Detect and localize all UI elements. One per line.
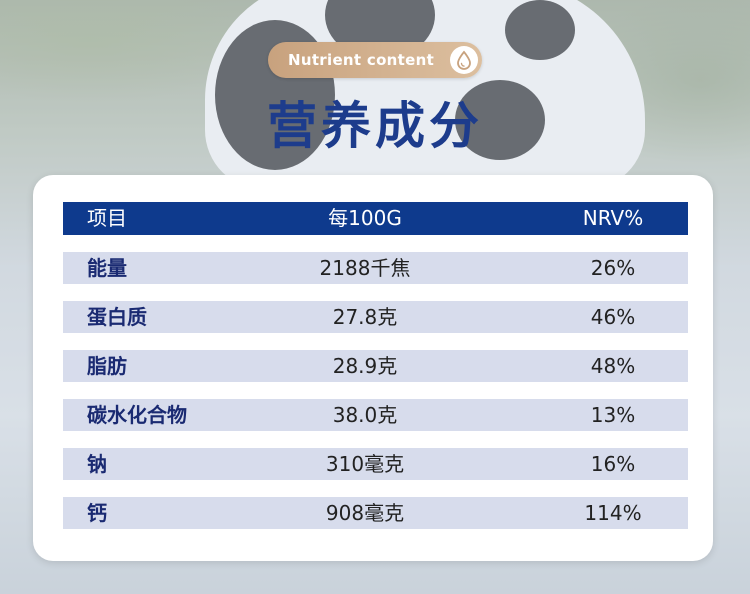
row-per100g: 310毫克 (325, 452, 405, 476)
table-row: 钠 310毫克 16% (63, 448, 688, 480)
table-row: 钙 908毫克 114% (63, 497, 688, 529)
cow-image (205, 0, 645, 190)
badge-label: Nutrient content (288, 51, 435, 69)
table-row: 能量 2188千焦 26% (63, 252, 688, 284)
row-per100g: 908毫克 (325, 501, 405, 525)
nutrition-table: 项目 每100G NRV% 能量 2188千焦 26% 蛋白质 27.8克 46… (63, 202, 688, 546)
header-item: 项目 (87, 206, 127, 230)
row-item: 钙 (87, 501, 107, 525)
row-nrv: 13% (590, 403, 636, 427)
table-row: 碳水化合物 38.0克 13% (63, 399, 688, 431)
table-row: 蛋白质 27.8克 46% (63, 301, 688, 333)
row-per100g: 2188千焦 (319, 256, 411, 280)
page-title: 营养成分 (267, 97, 483, 155)
row-nrv: 26% (590, 256, 636, 280)
row-per100g: 28.9克 (332, 354, 398, 378)
row-nrv: 114% (584, 501, 642, 525)
milk-drop-icon (450, 46, 478, 74)
table-header-row: 项目 每100G NRV% (63, 202, 688, 235)
row-nrv: 46% (590, 305, 636, 329)
row-item: 碳水化合物 (87, 403, 187, 427)
row-nrv: 48% (590, 354, 636, 378)
row-item: 脂肪 (87, 354, 127, 378)
header-nrv: NRV% (582, 206, 644, 230)
row-item: 钠 (87, 452, 107, 476)
row-item: 能量 (87, 256, 127, 280)
row-per100g: 27.8克 (332, 305, 398, 329)
nutrient-content-badge: Nutrient content (268, 42, 482, 78)
row-per100g: 38.0克 (332, 403, 398, 427)
nutrition-card: 项目 每100G NRV% 能量 2188千焦 26% 蛋白质 27.8克 46… (33, 175, 713, 561)
header-per100g: 每100G (328, 206, 402, 230)
row-nrv: 16% (590, 452, 636, 476)
row-item: 蛋白质 (87, 305, 147, 329)
table-row: 脂肪 28.9克 48% (63, 350, 688, 382)
